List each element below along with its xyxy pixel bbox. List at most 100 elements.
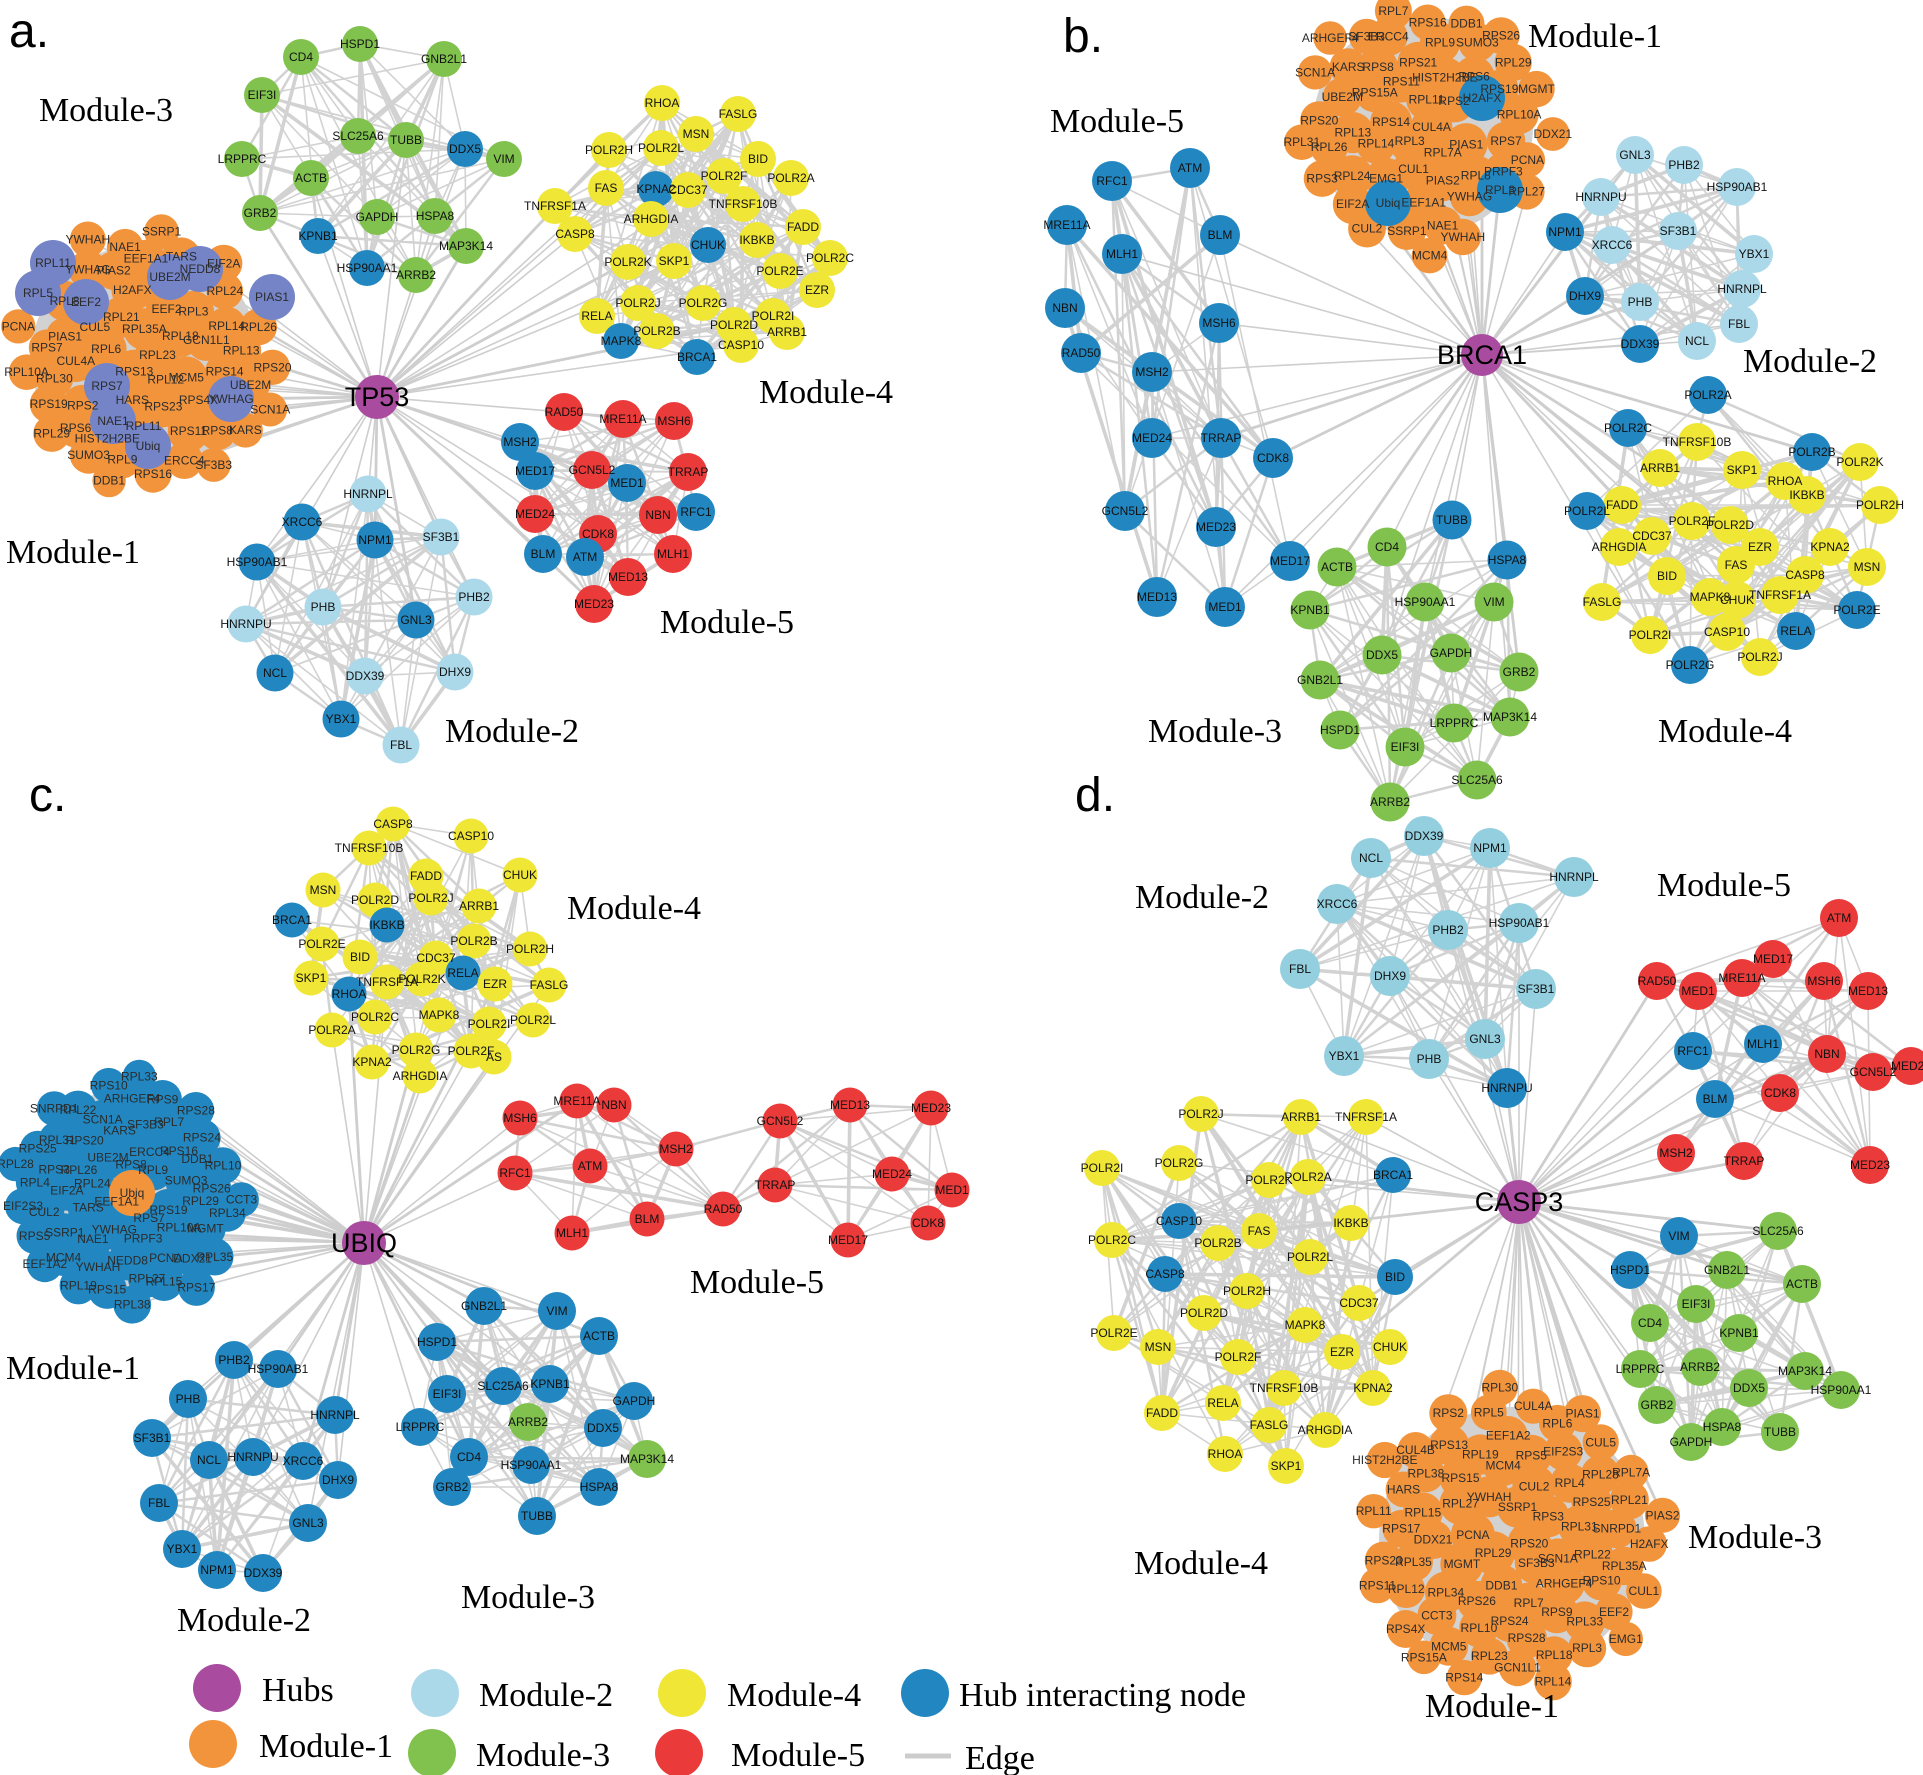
svg-text:SF3B1: SF3B1 <box>1518 982 1555 996</box>
svg-text:YBX1: YBX1 <box>326 712 357 726</box>
svg-text:GCN5L2: GCN5L2 <box>757 1114 804 1128</box>
svg-text:TNFRSF1A: TNFRSF1A <box>1335 1110 1397 1124</box>
svg-text:FASLG: FASLG <box>530 978 569 992</box>
svg-text:RPS17: RPS17 <box>177 1280 215 1294</box>
svg-text:RPL5: RPL5 <box>1474 1406 1504 1420</box>
svg-text:a.: a. <box>9 5 49 58</box>
svg-text:MGMT: MGMT <box>187 1221 224 1235</box>
svg-text:RPS10: RPS10 <box>1583 1573 1621 1587</box>
svg-text:DDX5: DDX5 <box>449 142 481 156</box>
svg-text:H2AFX: H2AFX <box>113 283 152 297</box>
svg-text:RPS8: RPS8 <box>115 1157 147 1171</box>
svg-text:SNRPD1: SNRPD1 <box>1593 1522 1642 1536</box>
svg-text:POLR2J: POLR2J <box>1737 650 1782 664</box>
svg-text:POLR2H: POLR2H <box>585 143 633 157</box>
svg-text:RPL24: RPL24 <box>74 1177 111 1191</box>
svg-text:YWHAH: YWHAH <box>76 1260 121 1274</box>
svg-text:POLR2L: POLR2L <box>638 141 684 155</box>
svg-text:SSRP1: SSRP1 <box>1498 1500 1538 1514</box>
svg-text:RPL9: RPL9 <box>107 453 137 467</box>
svg-text:NPM1: NPM1 <box>1548 225 1582 239</box>
svg-text:MED24: MED24 <box>515 507 555 521</box>
svg-text:Module-3: Module-3 <box>1148 713 1282 750</box>
svg-text:MSH2: MSH2 <box>1659 1146 1693 1160</box>
svg-text:RPS23: RPS23 <box>1365 1554 1403 1568</box>
svg-text:MSH2: MSH2 <box>503 435 537 449</box>
svg-text:RFC1: RFC1 <box>680 505 712 519</box>
svg-text:RPL10A: RPL10A <box>1497 107 1542 121</box>
svg-text:CD4: CD4 <box>1375 540 1399 554</box>
svg-text:CASP3: CASP3 <box>1475 1187 1564 1217</box>
svg-text:RPL24: RPL24 <box>1334 169 1371 183</box>
svg-text:NCL: NCL <box>263 666 287 680</box>
svg-text:ARHGEF4: ARHGEF4 <box>1302 31 1359 45</box>
svg-text:BID: BID <box>1657 569 1677 583</box>
svg-text:ARHGDIA: ARHGDIA <box>1298 1423 1353 1437</box>
svg-text:SCN1A: SCN1A <box>250 403 290 417</box>
svg-text:RPS26: RPS26 <box>1482 29 1520 43</box>
svg-text:Module-4: Module-4 <box>759 374 893 411</box>
svg-text:HNRNPL: HNRNPL <box>1717 282 1767 296</box>
svg-text:POLR2I: POLR2I <box>1629 628 1672 642</box>
svg-text:BLM: BLM <box>1703 1092 1728 1106</box>
svg-text:FADD: FADD <box>1146 1406 1178 1420</box>
svg-text:PHB: PHB <box>311 600 336 614</box>
svg-text:RPS25: RPS25 <box>1573 1495 1611 1509</box>
svg-text:RPS19: RPS19 <box>30 397 68 411</box>
svg-text:POLR2J: POLR2J <box>615 296 660 310</box>
svg-text:CASP8: CASP8 <box>1785 568 1825 582</box>
svg-text:POLR2A: POLR2A <box>1284 1170 1331 1184</box>
svg-text:RPL31: RPL31 <box>1283 135 1320 149</box>
svg-text:HIST2H2BE: HIST2H2BE <box>75 431 140 445</box>
svg-text:GCN1L1: GCN1L1 <box>183 333 230 347</box>
svg-text:GNL3: GNL3 <box>1619 148 1651 162</box>
svg-text:PCNA: PCNA <box>1511 153 1544 167</box>
svg-text:EEF1A1: EEF1A1 <box>124 252 169 266</box>
svg-text:RPS7: RPS7 <box>91 379 123 393</box>
svg-text:Module-5: Module-5 <box>731 1737 865 1774</box>
svg-text:RPL38: RPL38 <box>1408 1467 1445 1481</box>
svg-text:RPL34: RPL34 <box>209 1206 246 1220</box>
svg-text:Module-1: Module-1 <box>259 1728 393 1765</box>
svg-text:Module-2: Module-2 <box>177 1602 311 1639</box>
svg-text:EIF2S3: EIF2S3 <box>3 1199 43 1213</box>
svg-text:ARHGDIA: ARHGDIA <box>393 1069 448 1083</box>
svg-text:HARS: HARS <box>116 393 149 407</box>
svg-text:KPNB1: KPNB1 <box>298 229 338 243</box>
svg-text:MED13: MED13 <box>608 570 648 584</box>
svg-text:RPL11: RPL11 <box>1356 1504 1392 1518</box>
svg-text:HNRNPU: HNRNPU <box>220 617 271 631</box>
svg-text:DDX21: DDX21 <box>1414 1533 1453 1547</box>
svg-text:HNRNPL: HNRNPL <box>343 487 393 501</box>
svg-text:RPS28: RPS28 <box>177 1103 215 1117</box>
svg-text:RPL35: RPL35 <box>196 1250 233 1264</box>
svg-text:RPS19: RPS19 <box>149 1203 187 1217</box>
svg-text:RPL35A: RPL35A <box>122 322 167 336</box>
svg-text:POLR2G: POLR2G <box>1666 658 1715 672</box>
svg-text:LRPPRC: LRPPRC <box>218 152 267 166</box>
svg-text:RFC1: RFC1 <box>1096 174 1128 188</box>
svg-text:MAPK8: MAPK8 <box>419 1008 460 1022</box>
svg-text:CUL4A: CUL4A <box>56 354 95 368</box>
svg-text:RPL27: RPL27 <box>1508 185 1545 199</box>
svg-text:RPL10A: RPL10A <box>4 365 49 379</box>
svg-text:MRE11A: MRE11A <box>599 412 646 426</box>
svg-text:POLR2I: POLR2I <box>1081 1161 1124 1175</box>
svg-text:ARRB2: ARRB2 <box>1370 795 1410 809</box>
svg-text:RPS15A: RPS15A <box>1352 85 1398 99</box>
svg-text:MAPK8: MAPK8 <box>1690 590 1731 604</box>
svg-text:CASP8: CASP8 <box>1145 1267 1185 1281</box>
svg-text:RPS14: RPS14 <box>206 365 244 379</box>
svg-text:CASP8: CASP8 <box>555 227 595 241</box>
svg-text:HSPA8: HSPA8 <box>1488 553 1527 567</box>
svg-text:HSPA8: HSPA8 <box>1703 1420 1742 1434</box>
svg-text:MRE11A: MRE11A <box>1043 218 1090 232</box>
svg-text:CDC37: CDC37 <box>1632 529 1672 543</box>
svg-text:POLR2C: POLR2C <box>806 251 854 265</box>
svg-text:NPM1: NPM1 <box>358 533 392 547</box>
svg-text:NAE1: NAE1 <box>109 240 141 254</box>
svg-text:RPS3: RPS3 <box>1306 172 1338 186</box>
svg-text:RPS2: RPS2 <box>1433 1406 1465 1420</box>
svg-text:POLR2H: POLR2H <box>506 942 554 956</box>
svg-text:RPL12: RPL12 <box>1388 1582 1425 1596</box>
